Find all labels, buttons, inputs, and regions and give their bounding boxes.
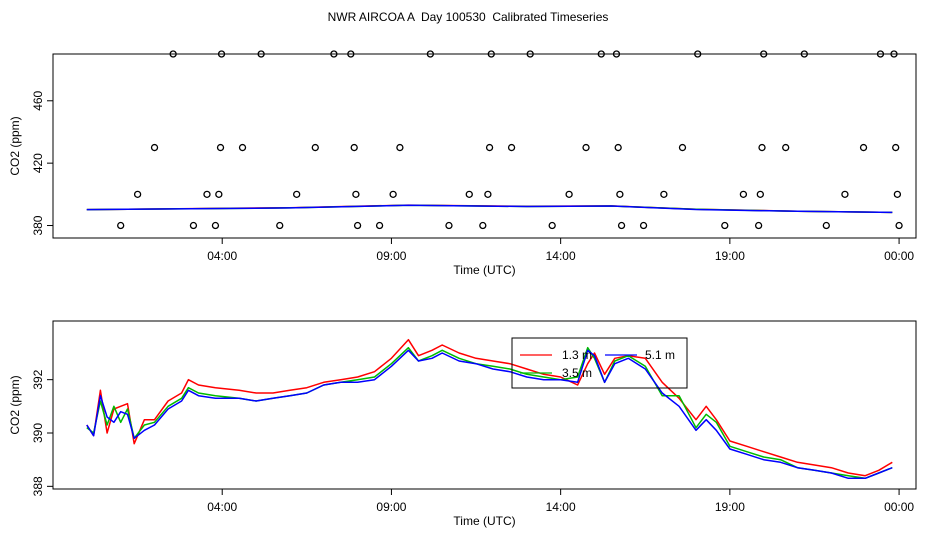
legend-box — [511, 337, 688, 389]
calibration-point — [293, 190, 301, 198]
y-tick-label: 380 — [31, 215, 45, 235]
calibration-point — [526, 50, 534, 58]
calibration-point — [639, 221, 648, 230]
calibration-point — [893, 190, 902, 198]
calibration-point — [189, 221, 198, 230]
calibration-point — [215, 190, 223, 198]
calibration-point — [582, 143, 590, 152]
calibration-point — [859, 143, 868, 152]
calibration-point — [694, 50, 702, 58]
calibration-point — [311, 143, 319, 152]
calibration-point — [257, 50, 265, 58]
x-tick-label: 19:00 — [715, 249, 745, 263]
calibration-point — [616, 190, 624, 198]
x-tick-label: 04:00 — [207, 249, 237, 263]
calibration-point — [507, 143, 516, 152]
series-line-3.5m — [86, 346, 893, 480]
calibration-point — [822, 221, 830, 230]
calibration-point — [612, 50, 621, 58]
series-line — [86, 204, 893, 214]
calibration-point — [565, 190, 573, 198]
calibration-point — [597, 50, 605, 58]
calibration-point — [217, 50, 226, 58]
series-line-1.3m — [86, 338, 893, 477]
calibration-point — [678, 143, 687, 152]
calibration-point — [614, 143, 622, 152]
x-tick-label: 14:00 — [546, 500, 576, 514]
calibration-point — [548, 221, 556, 230]
legend-label: 5.1 m — [645, 348, 675, 362]
y-tick-label: 392 — [31, 369, 45, 389]
calibration-point — [203, 190, 211, 198]
calibration-panel: 04:00 09:00 14:00 19:00 00:00 380 420 460 Time (… — [8, 50, 917, 277]
plot-frame — [52, 53, 917, 239]
calibration-point — [347, 50, 355, 58]
calibration-point — [721, 221, 729, 230]
calibration-point — [133, 190, 142, 198]
timeseries-panel: 04:00 09:00 14:00 19:00 00:00 388 390 392 Time (… — [8, 320, 917, 528]
x-tick-label: 19:00 — [715, 500, 745, 514]
x-tick-label: 09:00 — [376, 249, 406, 263]
y-tick-label: 388 — [31, 476, 45, 496]
calibration-point — [350, 143, 358, 152]
calibration-point — [169, 50, 177, 58]
x-axis-label: Time (UTC) — [453, 514, 515, 528]
chart-title: NWR AIRCOA A Day 100530 Calibrated Times… — [327, 10, 609, 24]
calibration-point — [276, 221, 284, 230]
x-tick-label: 00:00 — [884, 249, 914, 263]
calibration-point — [479, 221, 487, 230]
calibration-point — [353, 221, 362, 230]
calibration-point — [389, 190, 397, 198]
calibration-point — [216, 143, 225, 152]
calibration-point — [841, 190, 849, 198]
y-tick-label: 390 — [31, 423, 45, 443]
x-tick-label: 04:00 — [207, 500, 237, 514]
calibration-point — [892, 143, 900, 152]
calibration-point — [352, 190, 360, 198]
calibration-point — [150, 143, 159, 152]
calibration-point — [739, 190, 748, 198]
calibration-point — [754, 221, 763, 230]
calibration-point — [660, 190, 668, 198]
legend-label: 3.5 m — [562, 366, 592, 380]
series-line-5.1m — [86, 349, 893, 480]
x-tick-label: 14:00 — [546, 249, 576, 263]
calibration-point — [375, 221, 384, 230]
calibration-point — [895, 221, 903, 230]
y-tick-label: 420 — [31, 153, 45, 173]
x-tick-label: 09:00 — [376, 500, 406, 514]
calibration-point — [756, 190, 764, 198]
calibration-point — [238, 143, 247, 152]
calibration-point — [485, 143, 494, 152]
calibration-point — [617, 221, 626, 230]
calibration-point — [465, 190, 473, 198]
legend-label: 1.3 m — [562, 348, 592, 362]
calibration-point — [876, 50, 885, 58]
plot-frame — [52, 320, 917, 490]
calibration-point — [396, 143, 404, 152]
calibration-point — [760, 50, 768, 58]
calibration-point — [800, 50, 808, 58]
x-tick-label: 00:00 — [884, 500, 914, 514]
calibration-point — [426, 50, 435, 58]
calibration-point — [487, 50, 495, 58]
calibration-point — [782, 143, 790, 152]
x-axis-label: Time (UTC) — [453, 263, 515, 277]
calibration-point — [445, 221, 453, 230]
calibration-point — [758, 143, 766, 152]
y-tick-label: 460 — [31, 90, 45, 110]
y-axis-label: CO2 (ppm) — [8, 375, 22, 434]
calibration-point — [890, 50, 898, 58]
calibration-point — [484, 190, 492, 198]
calibration-point — [117, 221, 125, 230]
calibration-point — [330, 50, 338, 58]
calibration-point — [211, 221, 220, 230]
y-axis-label: CO2 (ppm) — [8, 116, 22, 175]
